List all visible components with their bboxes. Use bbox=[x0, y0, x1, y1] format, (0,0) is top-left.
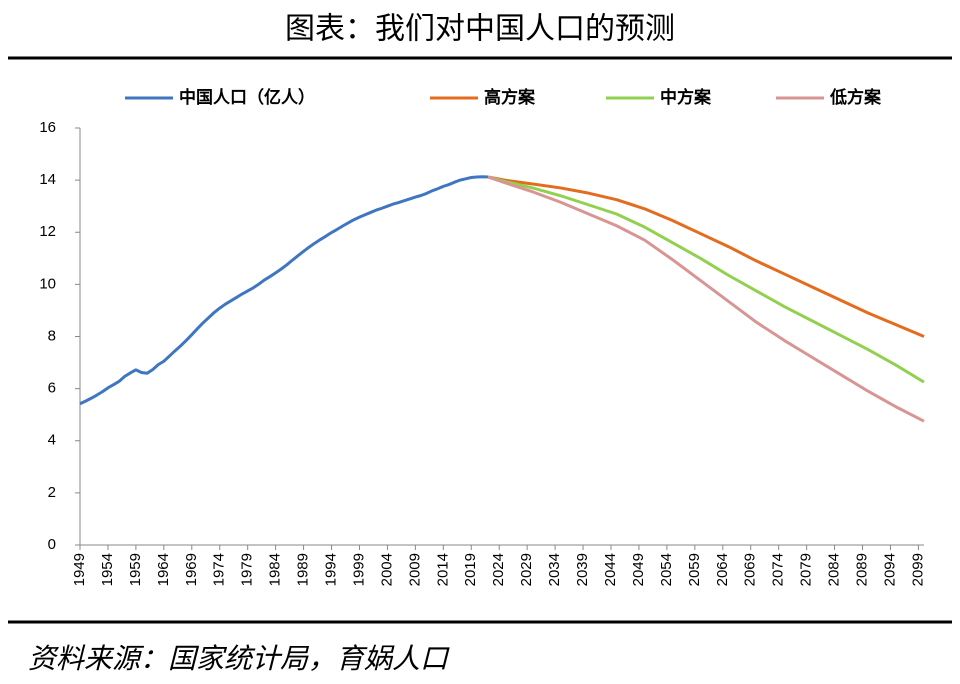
x-tick-label: 1979 bbox=[239, 553, 256, 586]
x-tick-label: 2044 bbox=[602, 553, 619, 586]
y-tick-label: 4 bbox=[48, 432, 56, 449]
legend-label: 中方案 bbox=[660, 87, 712, 108]
series-line bbox=[79, 175, 489, 406]
x-tick-label: 2024 bbox=[490, 553, 507, 586]
y-tick-label: 6 bbox=[48, 380, 56, 397]
series-line bbox=[487, 175, 925, 423]
x-tick-label: 1949 bbox=[71, 553, 88, 586]
x-tick-label: 1984 bbox=[267, 553, 284, 586]
x-tick-label: 1959 bbox=[127, 553, 144, 586]
x-tick-label: 1969 bbox=[183, 553, 200, 586]
x-tick-label: 2064 bbox=[714, 553, 731, 586]
x-tick-label: 1999 bbox=[350, 553, 367, 586]
x-tick-label: 2009 bbox=[406, 553, 423, 586]
x-tick-label: 2049 bbox=[630, 553, 647, 586]
source-note: 资料来源：国家统计局，育娲人口 bbox=[28, 642, 450, 675]
y-tick-label: 14 bbox=[39, 171, 56, 188]
series-line bbox=[487, 175, 925, 384]
x-tick-label: 2084 bbox=[826, 553, 843, 586]
x-tick-label: 1989 bbox=[295, 553, 312, 586]
legend-label: 高方案 bbox=[484, 87, 536, 108]
x-tick-label: 2089 bbox=[853, 553, 870, 586]
x-tick-label: 1954 bbox=[99, 553, 116, 586]
x-tick-label: 2019 bbox=[462, 553, 479, 586]
x-tick-label: 2029 bbox=[518, 553, 535, 586]
x-tick-label: 1964 bbox=[155, 553, 172, 586]
x-tick-label: 1974 bbox=[211, 553, 228, 586]
x-tick-label: 2079 bbox=[798, 553, 815, 586]
x-tick-label: 2059 bbox=[686, 553, 703, 586]
chart-title: 图表：我们对中国人口的预测 bbox=[285, 12, 675, 47]
legend-label: 中国人口（亿人） bbox=[179, 87, 315, 108]
series-line bbox=[487, 175, 925, 338]
y-tick-label: 0 bbox=[48, 536, 56, 553]
x-tick-label: 2054 bbox=[658, 553, 675, 586]
legend-label: 低方案 bbox=[829, 87, 882, 108]
x-tick-label: 2034 bbox=[546, 553, 563, 586]
x-tick-label: 2069 bbox=[742, 553, 759, 586]
y-tick-label: 8 bbox=[48, 327, 56, 344]
y-tick-label: 12 bbox=[39, 223, 56, 240]
x-tick-label: 2014 bbox=[434, 553, 451, 586]
y-tick-label: 2 bbox=[48, 484, 56, 501]
y-tick-label: 16 bbox=[39, 119, 56, 136]
x-tick-label: 2039 bbox=[574, 553, 591, 586]
x-tick-label: 2094 bbox=[881, 553, 898, 586]
x-tick-label: 1994 bbox=[322, 553, 339, 586]
y-tick-label: 10 bbox=[39, 275, 56, 292]
x-tick-label: 2099 bbox=[909, 553, 926, 586]
x-tick-label: 2074 bbox=[770, 553, 787, 586]
x-tick-label: 2004 bbox=[378, 553, 395, 586]
